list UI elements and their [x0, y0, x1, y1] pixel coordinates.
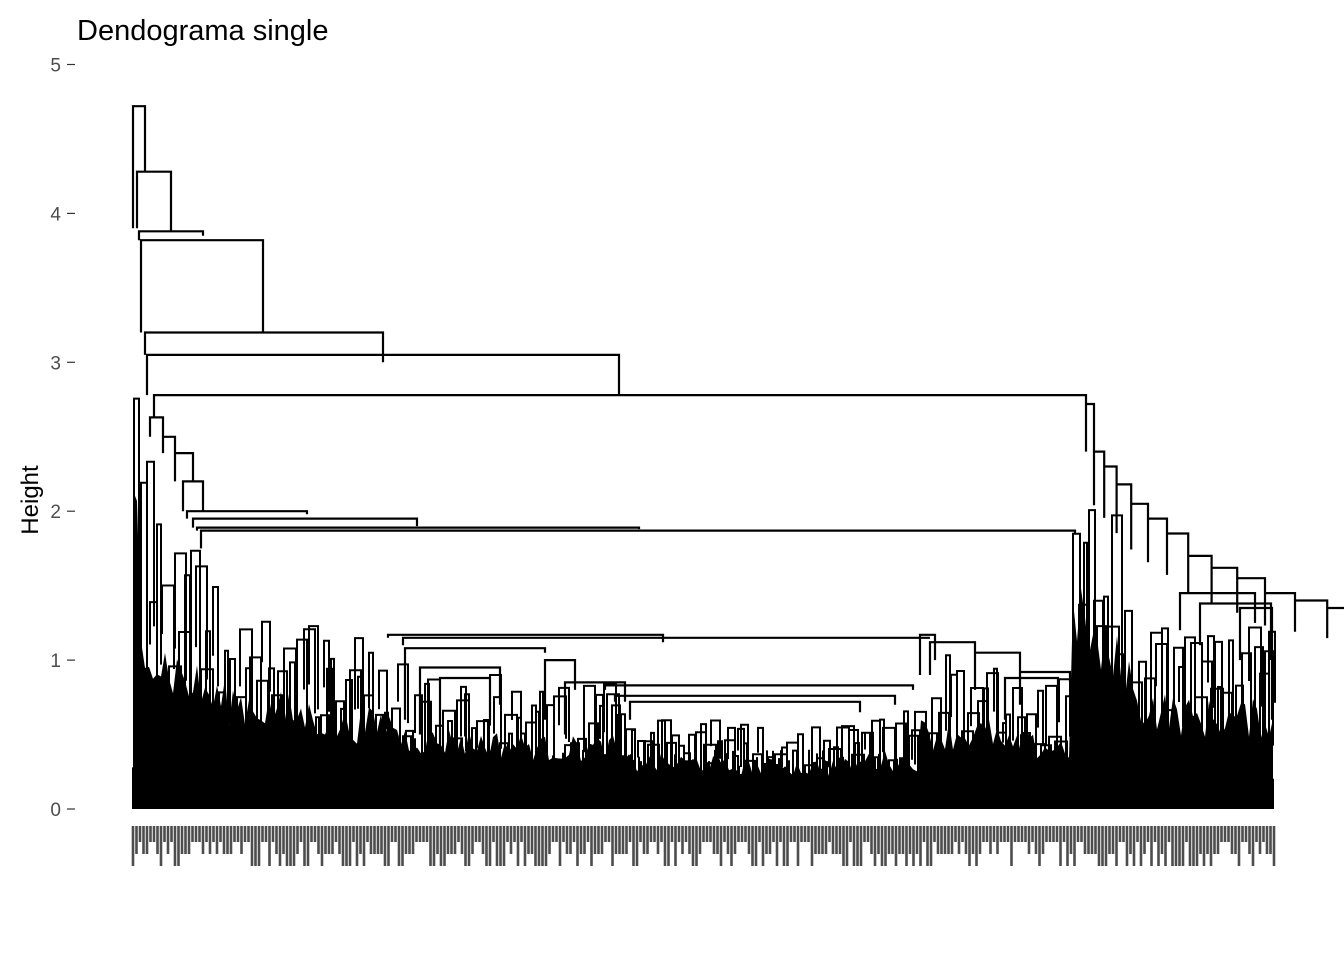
- y-tick-label: 3: [50, 353, 61, 374]
- leaf-label-marks: [131, 826, 1276, 866]
- y-tick-label: 1: [50, 651, 61, 672]
- dendrogram-dense-fill: [133, 490, 1273, 809]
- dendrogram-tree: [131, 105, 1344, 809]
- dendrogram-merge-links: [131, 105, 1344, 750]
- y-axis-label: Height: [17, 465, 44, 535]
- y-tick-label: 0: [50, 800, 61, 821]
- chart-title: Dendograma single: [77, 15, 328, 47]
- leaf-labels: [131, 826, 1276, 866]
- y-axis: 0 1 2 3 4 5: [50, 56, 75, 821]
- y-tick-label: 4: [50, 204, 61, 225]
- y-tick-label: 5: [50, 56, 61, 77]
- y-tick-label: 2: [50, 502, 61, 523]
